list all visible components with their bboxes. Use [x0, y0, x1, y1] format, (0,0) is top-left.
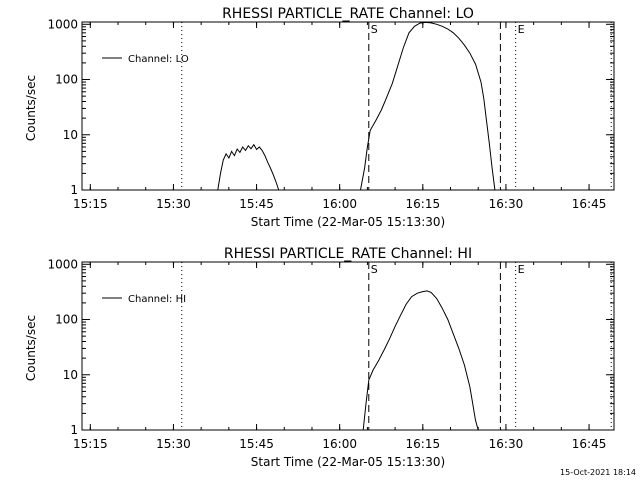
chart-title: RHESSI PARTICLE_RATE Channel: HI [224, 246, 472, 262]
x-tick-label: 16:45 [572, 197, 607, 211]
y-tick-label: 1 [70, 183, 78, 197]
series-line [217, 143, 280, 191]
x-tick-label: 15:45 [239, 197, 274, 211]
x-tick-label: 15:30 [156, 437, 191, 451]
series-line [360, 21, 496, 191]
x-tick-label: 16:15 [406, 437, 441, 451]
y-tick-label: 10 [63, 128, 78, 142]
x-axis-label: Start Time (22-Mar-05 15:13:30) [251, 455, 445, 469]
legend-label: Channel: LO [128, 54, 189, 65]
x-tick-label: 15:45 [239, 437, 274, 451]
plot-frame [81, 21, 615, 191]
y-tick-label: 1 [70, 423, 78, 437]
x-tick-label: 16:30 [489, 197, 524, 211]
y-tick-label: 1000 [47, 17, 78, 31]
y-tick-label: 100 [55, 313, 78, 327]
x-tick-label: 15:15 [73, 197, 108, 211]
time-marker-label: E [518, 263, 525, 276]
chart-panel-hi: RHESSI PARTICLE_RATE Channel: HI Start T… [24, 246, 615, 469]
y-axis-label: Counts/sec [24, 315, 38, 381]
series-line [362, 290, 479, 431]
chart-title: RHESSI PARTICLE_RATE Channel: LO [222, 6, 474, 22]
x-tick-label: 16:45 [572, 437, 607, 451]
y-tick-label: 1000 [47, 257, 78, 271]
plot-frame [81, 261, 615, 431]
x-axis-label: Start Time (22-Mar-05 15:13:30) [251, 215, 445, 229]
time-marker-label: E [518, 23, 525, 36]
x-tick-label: 16:30 [489, 437, 524, 451]
generation-timestamp: 15-Oct-2021 18:14 [560, 468, 636, 477]
chart-panel-lo: RHESSI PARTICLE_RATE Channel: LO Start T… [24, 6, 615, 229]
x-tick-label: 15:15 [73, 437, 108, 451]
time-marker-label: S [371, 263, 378, 276]
x-tick-label: 15:30 [156, 197, 191, 211]
time-marker-label: S [371, 23, 378, 36]
y-axis-label: Counts/sec [24, 75, 38, 141]
y-tick-label: 100 [55, 73, 78, 87]
x-tick-label: 16:00 [322, 197, 357, 211]
y-tick-label: 10 [63, 368, 78, 382]
legend-label: Channel: HI [128, 294, 186, 305]
x-tick-label: 16:00 [322, 437, 357, 451]
x-tick-label: 16:15 [406, 197, 441, 211]
